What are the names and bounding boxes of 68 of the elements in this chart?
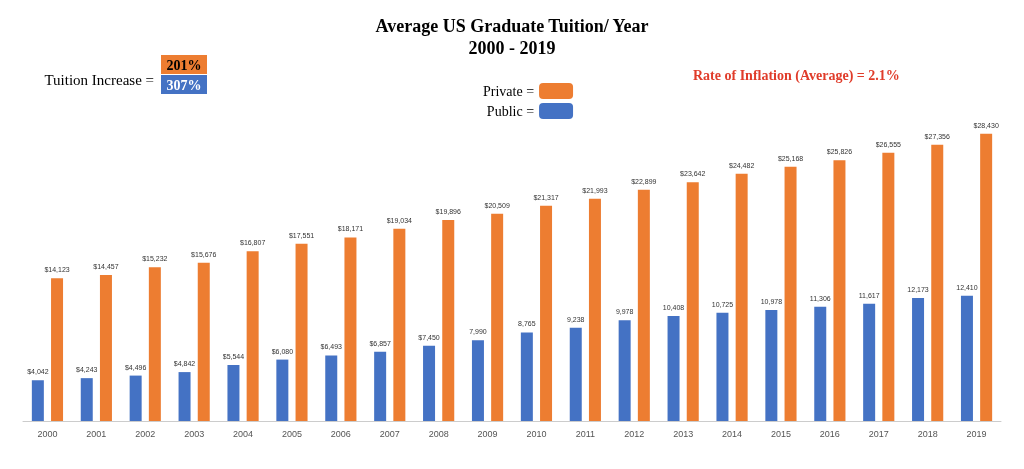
bar (129, 375, 142, 421)
bar (784, 166, 797, 421)
bar (569, 327, 582, 421)
bar (491, 213, 504, 421)
text: Tuition Increase = (44, 71, 155, 88)
text: 201% (166, 57, 202, 73)
x-tick-label: 2002 (135, 428, 156, 439)
bar (618, 320, 631, 421)
x-tick-label: 2013 (673, 428, 694, 439)
x-tick-label: 2014 (722, 428, 743, 439)
bar (471, 340, 484, 421)
x-tick-label: 2005 (281, 428, 302, 439)
text: Rate of Inflation (Average) = 2.1% (693, 67, 900, 84)
bar (814, 306, 827, 421)
x-tick-label: 2016 (819, 428, 840, 439)
bar (960, 295, 973, 421)
x-tick-label: 2017 (868, 428, 889, 439)
bar (735, 173, 748, 421)
text: 307% (166, 77, 202, 93)
x-tick-label: 2015 (770, 428, 791, 439)
bar (588, 198, 601, 421)
x-tick-label: 2010 (526, 428, 547, 439)
bar (980, 133, 993, 421)
bar (520, 332, 533, 421)
legend-label: Public = (486, 103, 535, 119)
bar (80, 378, 93, 421)
chart-subtitle: 2000 - 2019 (468, 38, 556, 58)
bar (686, 182, 699, 421)
bar (51, 278, 64, 421)
bar (148, 267, 161, 421)
x-tick-label: 2012 (624, 428, 645, 439)
bar (863, 303, 876, 421)
bar (276, 359, 289, 421)
chart-title: Average US Graduate Tuition/ Year (375, 16, 649, 36)
bar (833, 160, 846, 421)
legend-label: Private = (482, 83, 535, 99)
bar (716, 312, 729, 421)
x-tick-label: 2001 (86, 428, 107, 439)
x-tick-label: 2019 (966, 428, 987, 439)
x-tick-label: 2006 (330, 428, 351, 439)
x-tick-label: 2009 (477, 428, 498, 439)
x-tick-label: 2004 (233, 428, 254, 439)
bar (99, 274, 112, 421)
bar (227, 365, 240, 421)
bar (374, 351, 387, 421)
bar (295, 243, 308, 421)
x-tick-label: 2008 (428, 428, 449, 439)
x-tick-label: 2018 (917, 428, 938, 439)
bar (637, 189, 650, 421)
x-tick-label: 2000 (37, 428, 58, 439)
bar (197, 262, 210, 421)
bar (442, 220, 455, 421)
bar (882, 152, 895, 421)
bar (667, 315, 680, 421)
bar (423, 345, 436, 421)
x-tick-label: 2003 (184, 428, 205, 439)
bar (178, 372, 191, 421)
bar (325, 355, 338, 421)
bar (931, 144, 944, 421)
bar (31, 380, 44, 421)
bar (912, 298, 925, 421)
bar (344, 237, 357, 421)
bar (246, 251, 259, 421)
x-tick-label: 2007 (379, 428, 400, 439)
x-tick-label: 2011 (575, 428, 596, 439)
bar (393, 228, 406, 421)
bar (540, 205, 553, 421)
bar (765, 310, 778, 421)
